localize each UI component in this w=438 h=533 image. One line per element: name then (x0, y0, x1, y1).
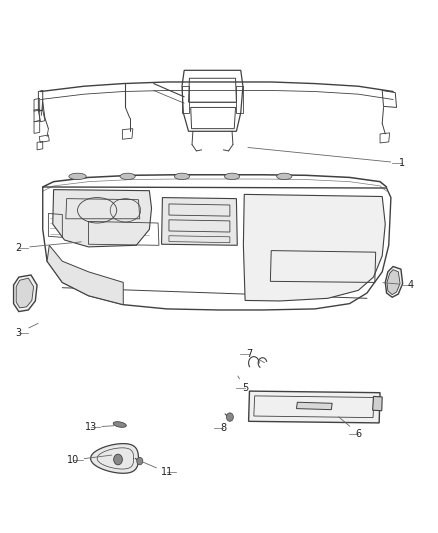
Ellipse shape (277, 173, 292, 180)
Ellipse shape (174, 173, 190, 180)
Polygon shape (297, 402, 332, 410)
Polygon shape (14, 275, 37, 312)
Text: 1: 1 (399, 158, 405, 168)
Polygon shape (53, 190, 152, 247)
Ellipse shape (224, 173, 240, 180)
Polygon shape (47, 245, 123, 305)
Ellipse shape (69, 173, 86, 180)
Text: 3: 3 (16, 328, 22, 338)
Polygon shape (91, 443, 138, 473)
Ellipse shape (120, 173, 135, 180)
Text: 8: 8 (220, 423, 226, 433)
Circle shape (114, 454, 122, 465)
Polygon shape (387, 270, 400, 295)
Text: 11: 11 (161, 467, 173, 477)
Text: 5: 5 (242, 383, 248, 393)
Circle shape (137, 457, 143, 465)
Polygon shape (113, 422, 126, 427)
Polygon shape (16, 278, 34, 308)
Text: 2: 2 (16, 243, 22, 253)
Text: 13: 13 (85, 422, 97, 432)
Polygon shape (244, 195, 385, 301)
Polygon shape (385, 266, 403, 297)
Text: 4: 4 (407, 280, 413, 290)
Polygon shape (162, 198, 237, 245)
Circle shape (226, 413, 233, 421)
Text: 7: 7 (246, 349, 253, 359)
Polygon shape (373, 397, 382, 411)
Text: 6: 6 (355, 429, 361, 439)
Polygon shape (249, 391, 380, 423)
Text: 10: 10 (67, 455, 79, 465)
